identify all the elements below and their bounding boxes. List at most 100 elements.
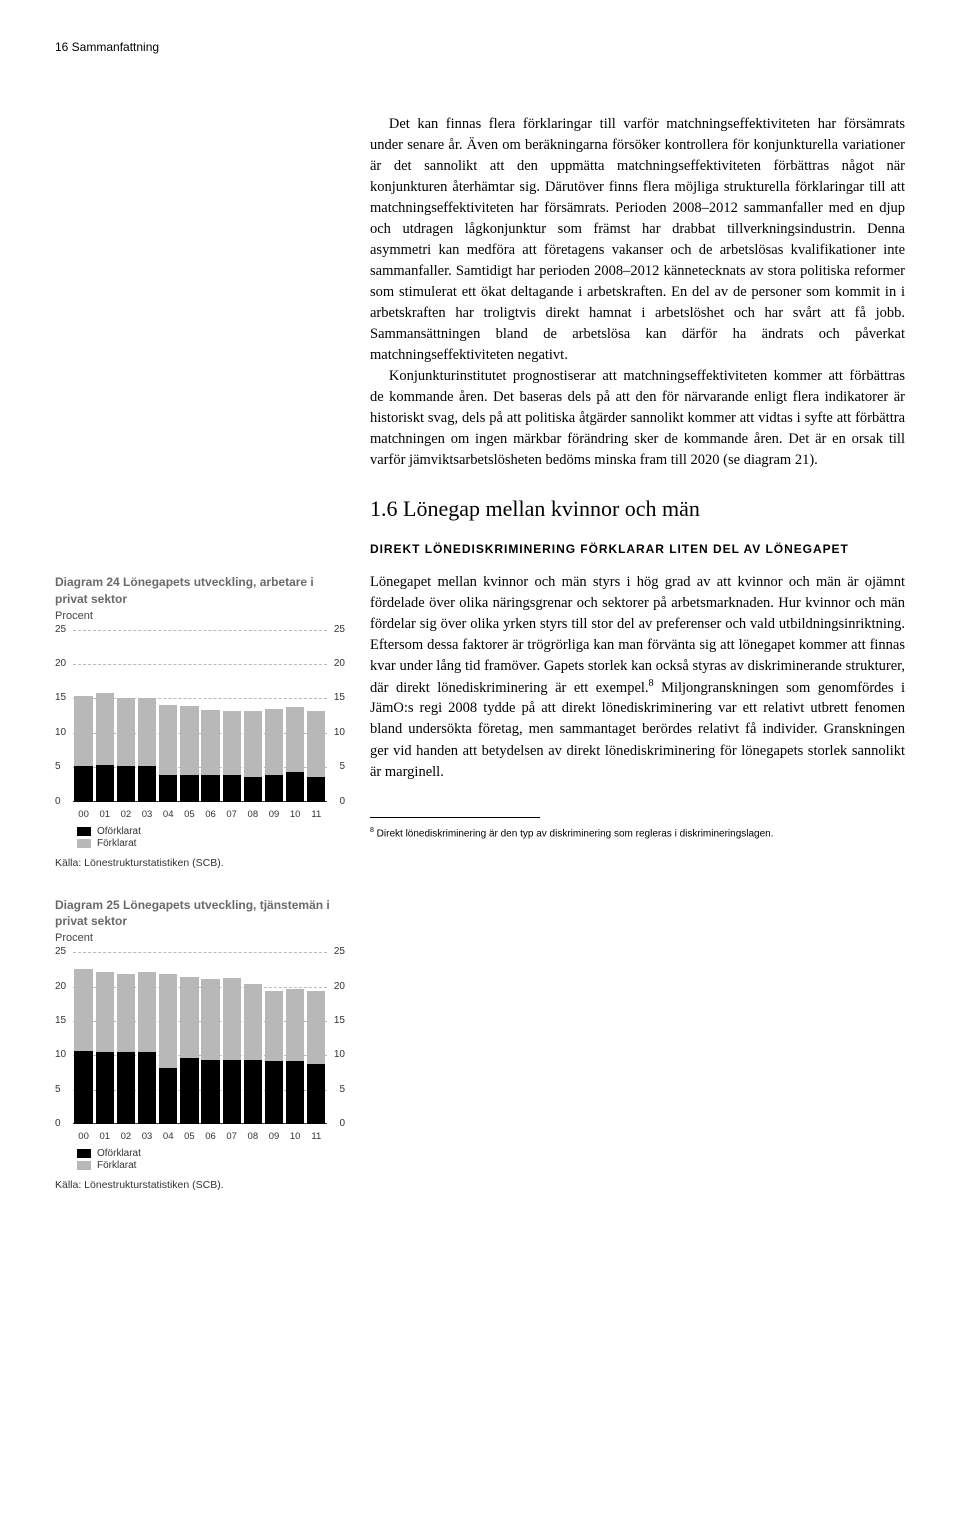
x-tick-label: 09 <box>265 809 283 820</box>
x-tick-label: 03 <box>138 1131 156 1142</box>
x-tick-label: 10 <box>286 1131 304 1142</box>
y-tick-label: 20 <box>334 658 345 669</box>
x-tick-label: 07 <box>223 1131 241 1142</box>
x-tick-label: 00 <box>74 1131 92 1142</box>
bar <box>265 630 283 802</box>
x-tick-label: 01 <box>96 809 114 820</box>
chart-area: 0055101015152020252500010203040506070809… <box>55 630 345 820</box>
bar <box>223 952 241 1124</box>
bar <box>159 952 177 1124</box>
y-tick-label: 10 <box>334 1049 345 1060</box>
bar <box>159 630 177 802</box>
y-tick-label: 15 <box>55 692 66 703</box>
chart-source: Källa: Lönestrukturstatistiken (SCB). <box>55 857 345 869</box>
y-tick-label: 10 <box>55 1049 66 1060</box>
footnote: 8 Direkt lönediskriminering är den typ a… <box>370 826 905 841</box>
chart-area: 0055101015152020252500010203040506070809… <box>55 952 345 1142</box>
bar <box>307 952 325 1124</box>
legend-item: Oförklarat <box>77 1148 345 1159</box>
y-tick-label: 20 <box>334 981 345 992</box>
paragraph: Det kan finnas flera förklaringar till v… <box>370 114 905 366</box>
y-tick-label: 25 <box>55 624 66 635</box>
chart-source: Källa: Lönestrukturstatistiken (SCB). <box>55 1179 345 1191</box>
x-tick-label: 06 <box>201 809 219 820</box>
bar <box>117 952 135 1124</box>
x-tick-label: 09 <box>265 1131 283 1142</box>
bar <box>286 630 304 802</box>
chart-legend: OförklaratFörklarat <box>77 1148 345 1171</box>
y-tick-label: 5 <box>55 761 61 772</box>
x-tick-label: 07 <box>223 809 241 820</box>
x-tick-label: 11 <box>307 809 325 820</box>
x-tick-label: 04 <box>159 809 177 820</box>
paragraph-part: Lönegapet mellan kvinnor och män styrs i… <box>370 574 905 696</box>
y-tick-label: 25 <box>334 946 345 957</box>
content-columns: Diagram 24 Lönegapets utveckling, arbeta… <box>55 114 905 1219</box>
y-tick-label: 5 <box>339 1084 345 1095</box>
x-tick-label: 11 <box>307 1131 325 1142</box>
bar <box>74 952 92 1124</box>
chart-legend: OförklaratFörklarat <box>77 826 345 849</box>
y-tick-label: 10 <box>334 727 345 738</box>
y-tick-label: 5 <box>55 1084 61 1095</box>
subsection-heading: DIREKT LÖNEDISKRIMINERING FÖRKLARAR LITE… <box>370 539 905 559</box>
chart-title: Diagram 25 Lönegapets utveckling, tjänst… <box>55 897 345 931</box>
bar <box>180 952 198 1124</box>
bar <box>286 952 304 1124</box>
bar <box>96 630 114 802</box>
x-tick-label: 02 <box>117 809 135 820</box>
bar <box>180 630 198 802</box>
paragraph: Lönegapet mellan kvinnor och män styrs i… <box>370 572 905 783</box>
paragraph: Konjunkturinstitutet prognostiserar att … <box>370 366 905 471</box>
main-text: Det kan finnas flera förklaringar till v… <box>370 114 905 1219</box>
bar <box>244 952 262 1124</box>
legend-item: Förklarat <box>77 1160 345 1171</box>
y-tick-label: 20 <box>55 981 66 992</box>
y-tick-label: 20 <box>55 658 66 669</box>
bar <box>244 630 262 802</box>
y-tick-label: 5 <box>339 761 345 772</box>
chart-subtitle: Procent <box>55 610 345 622</box>
sidebar: Diagram 24 Lönegapets utveckling, arbeta… <box>55 114 345 1219</box>
x-tick-label: 01 <box>96 1131 114 1142</box>
y-tick-label: 15 <box>55 1015 66 1026</box>
y-tick-label: 0 <box>339 796 345 807</box>
bar <box>138 952 156 1124</box>
bar <box>117 630 135 802</box>
x-tick-label: 03 <box>138 809 156 820</box>
bar <box>138 630 156 802</box>
chart-title: Diagram 24 Lönegapets utveckling, arbeta… <box>55 574 345 608</box>
x-tick-label: 00 <box>74 809 92 820</box>
footnote-rule <box>370 817 540 818</box>
x-tick-label: 08 <box>244 1131 262 1142</box>
y-tick-label: 0 <box>339 1118 345 1129</box>
y-tick-label: 10 <box>55 727 66 738</box>
bar <box>201 630 219 802</box>
x-tick-label: 05 <box>180 809 198 820</box>
bar <box>201 952 219 1124</box>
legend-item: Förklarat <box>77 838 345 849</box>
bar <box>307 630 325 802</box>
section-heading: 1.6 Lönegap mellan kvinnor och män <box>370 493 905 525</box>
x-tick-label: 06 <box>201 1131 219 1142</box>
y-tick-label: 25 <box>334 624 345 635</box>
chart-subtitle: Procent <box>55 932 345 944</box>
bar <box>265 952 283 1124</box>
page-header: 16 Sammanfattning <box>55 40 905 54</box>
y-tick-label: 0 <box>55 1118 61 1129</box>
legend-item: Oförklarat <box>77 826 345 837</box>
x-tick-label: 02 <box>117 1131 135 1142</box>
x-tick-label: 08 <box>244 809 262 820</box>
bar <box>96 952 114 1124</box>
x-tick-label: 04 <box>159 1131 177 1142</box>
bar <box>74 630 92 802</box>
y-tick-label: 15 <box>334 1015 345 1026</box>
x-tick-label: 05 <box>180 1131 198 1142</box>
bar <box>223 630 241 802</box>
diagram-25: Diagram 25 Lönegapets utveckling, tjänst… <box>55 897 345 1192</box>
diagram-24: Diagram 24 Lönegapets utveckling, arbeta… <box>55 574 345 869</box>
y-tick-label: 15 <box>334 692 345 703</box>
y-tick-label: 25 <box>55 946 66 957</box>
y-tick-label: 0 <box>55 796 61 807</box>
footnote-text: Direkt lönediskriminering är den typ av … <box>374 828 774 839</box>
